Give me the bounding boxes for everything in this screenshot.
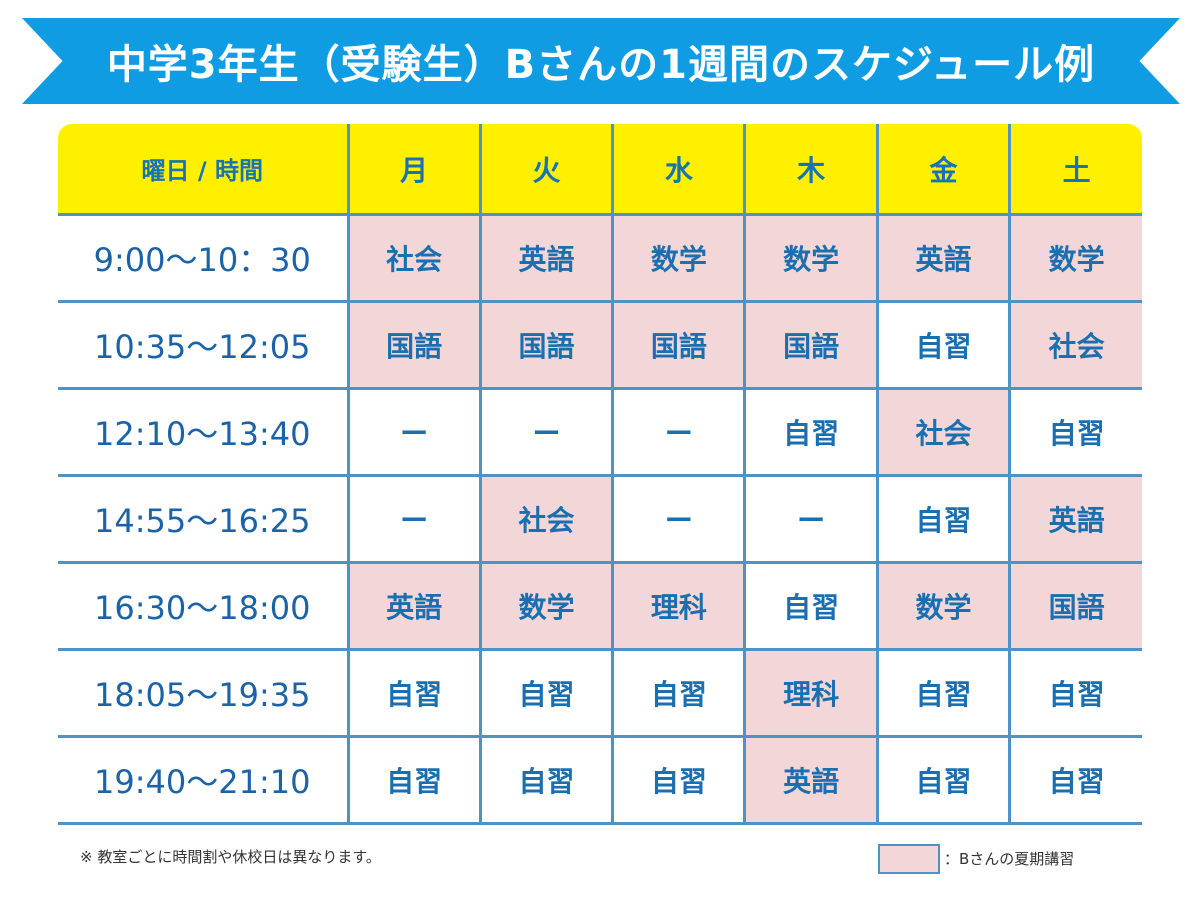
schedule-cell: 数学 (743, 214, 878, 303)
schedule-cell: 自習 (1008, 736, 1142, 825)
day-header-mon: 月 (346, 124, 481, 216)
schedule-cell: 国語 (743, 301, 878, 390)
table-row: 19:40〜21:10 自習 自習 自習 英語 自習 自習 (58, 736, 1142, 825)
time-slot-cell: 18:05〜19:35 (58, 649, 348, 738)
schedule-cell: 自習 (478, 649, 613, 738)
day-header-tue: 火 (478, 124, 613, 216)
schedule-cell: 数学 (1008, 214, 1142, 303)
schedule-cell: 自習 (346, 736, 481, 825)
day-header-thu: 木 (743, 124, 878, 216)
schedule-cell: ー (346, 475, 481, 564)
time-slot-cell: 14:55〜16:25 (58, 475, 348, 564)
schedule-table: 曜日 / 時間 月 火 水 木 金 土 9:00〜10：30 社会 英語 数学 数学 英語… (58, 124, 1142, 825)
schedule-cell: ー (611, 475, 745, 564)
table-row: 10:35〜12:05 国語 国語 国語 国語 自習 社会 (58, 301, 1142, 390)
schedule-cell: 自習 (875, 475, 1010, 564)
legend-swatch (878, 844, 940, 874)
schedule-cell: 国語 (1008, 562, 1142, 651)
time-slot-cell: 12:10〜13:40 (58, 388, 348, 477)
schedule-cell: ー (346, 388, 481, 477)
table-row: 14:55〜16:25 ー社会ーー自習 英語 (58, 475, 1142, 564)
schedule-cell: 社会 (1008, 301, 1142, 390)
schedule-cell: 英語 (346, 562, 481, 651)
schedule-cell: 国語 (478, 301, 613, 390)
page-title: 中学3年生（受験生）Bさんの1週間のスケジュール例 (106, 42, 1096, 88)
schedule-cell: 自習 (743, 388, 878, 477)
schedule-cell: 英語 (478, 214, 613, 303)
footnote: ※ 教室ごとに時間割や休校日は異なります。 (80, 848, 381, 866)
schedule-cell: 自習 (743, 562, 878, 651)
schedule-cell: 自習 (1008, 388, 1142, 477)
schedule-cell: 自習 (1008, 649, 1142, 738)
time-slot-cell: 16:30〜18:00 (58, 562, 348, 651)
schedule-cell: 社会 (346, 214, 481, 303)
day-header-fri: 金 (875, 124, 1010, 216)
schedule-cell: 自習 (346, 649, 481, 738)
time-slot-cell: 19:40〜21:10 (58, 736, 348, 825)
schedule-cell: 数学 (875, 562, 1010, 651)
schedule-cell: 国語 (346, 301, 481, 390)
schedule-cell: 社会 (875, 388, 1010, 477)
schedule-cell: 英語 (875, 214, 1010, 303)
schedule-cell: ー (611, 388, 745, 477)
schedule-cell: 英語 (743, 736, 878, 825)
schedule-cell: 自習 (611, 736, 745, 825)
table-row: 9:00〜10：30 社会 英語 数学 数学 英語 数学 (58, 214, 1142, 303)
schedule-cell: 社会 (478, 475, 613, 564)
title-banner (22, 18, 1180, 104)
schedule-table-container: 曜日 / 時間 月 火 水 木 金 土 9:00〜10：30 社会 英語 数学 数学 英語… (58, 124, 1142, 825)
schedule-cell: ー (743, 475, 878, 564)
header-row: 曜日 / 時間 月 火 水 木 金 土 (58, 124, 1142, 216)
schedule-cell: 国語 (611, 301, 745, 390)
time-slot-cell: 10:35〜12:05 (58, 301, 348, 390)
schedule-cell: 自習 (875, 736, 1010, 825)
day-header-wed: 水 (611, 124, 745, 216)
table-row: 12:10〜13:40 ーーー自習 社会 自習 (58, 388, 1142, 477)
schedule-cell: 自習 (875, 649, 1010, 738)
schedule-cell: 理科 (611, 562, 745, 651)
schedule-cell: 自習 (478, 736, 613, 825)
schedule-cell: 数学 (478, 562, 613, 651)
corner-header: 曜日 / 時間 (58, 124, 348, 216)
schedule-cell: ー (478, 388, 613, 477)
legend-label: ：Bさんの夏期講習 (944, 850, 1075, 868)
schedule-cell: 数学 (611, 214, 745, 303)
time-slot-cell: 9:00〜10：30 (58, 214, 348, 303)
table-row: 18:05〜19:35 自習 自習 自習 理科 自習 自習 (58, 649, 1142, 738)
schedule-cell: 英語 (1008, 475, 1142, 564)
schedule-cell: 理科 (743, 649, 878, 738)
table-row: 16:30〜18:00 英語 数学 理科 自習 数学 国語 (58, 562, 1142, 651)
schedule-cell: 自習 (611, 649, 745, 738)
schedule-cell: 自習 (875, 301, 1010, 390)
day-header-sat: 土 (1008, 124, 1142, 216)
